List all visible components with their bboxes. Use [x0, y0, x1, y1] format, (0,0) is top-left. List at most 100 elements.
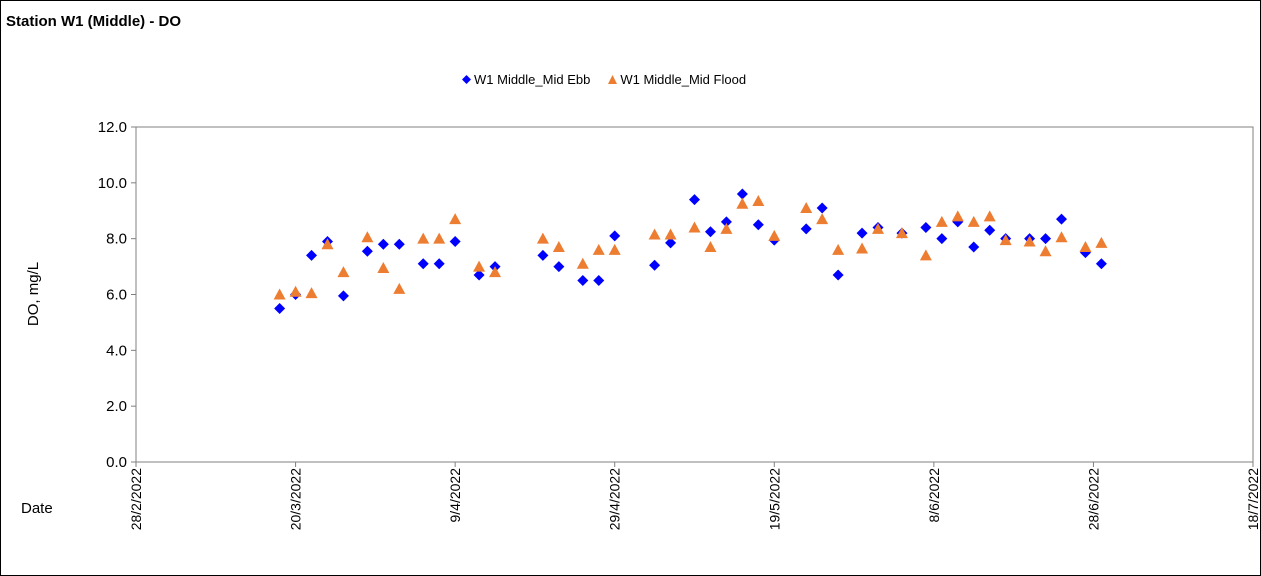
- ebb-point: [720, 216, 732, 228]
- flood-point: [648, 228, 661, 240]
- flood-point: [688, 221, 701, 233]
- flood-point: [816, 213, 829, 225]
- triangle-marker-icon: [608, 75, 618, 84]
- x-tick-label: 8/6/2022: [926, 468, 942, 523]
- ebb-point: [920, 222, 932, 233]
- flood-point: [1055, 231, 1068, 243]
- flood-point: [305, 287, 318, 299]
- data-marks: [273, 188, 1108, 314]
- flood-point: [337, 266, 350, 278]
- flood-point: [895, 227, 908, 239]
- chart-legend: W1 Middle_Mid Ebb W1 Middle_Mid Flood: [462, 72, 746, 87]
- ebb-point: [816, 202, 828, 214]
- y-axis-label: DO, mg/L: [25, 262, 42, 326]
- y-tick-label: 2.0: [106, 398, 127, 415]
- flood-point: [1079, 241, 1092, 253]
- flood-point: [935, 215, 948, 227]
- ebb-point: [473, 269, 485, 281]
- plot-area-border: [135, 126, 1254, 463]
- flood-point: [1039, 245, 1052, 257]
- x-axis-label: Date: [21, 500, 53, 517]
- legend-item-flood: W1 Middle_Mid Flood: [608, 72, 746, 87]
- x-tick-label: 28/6/2022: [1085, 468, 1101, 530]
- ebb-point: [856, 227, 868, 239]
- flood-point: [449, 213, 462, 225]
- flood-point: [752, 194, 765, 206]
- ebb-point: [337, 290, 349, 302]
- ebb-point: [593, 275, 605, 287]
- ebb-point: [1056, 213, 1068, 225]
- flood-point: [273, 288, 286, 300]
- ebb-point: [1040, 233, 1052, 245]
- flood-point: [999, 234, 1012, 246]
- chart-title: Station W1 (Middle) - DO: [6, 13, 181, 30]
- flood-point: [856, 242, 869, 254]
- ebb-point: [704, 226, 716, 238]
- flood-point: [919, 249, 932, 261]
- ebb-point: [361, 245, 373, 257]
- flood-point: [552, 241, 565, 253]
- ebb-point: [306, 249, 318, 261]
- flood-point: [832, 243, 845, 255]
- ebb-point: [433, 258, 445, 270]
- flood-point: [800, 201, 813, 213]
- flood-point: [983, 210, 996, 222]
- ebb-point: [377, 238, 389, 250]
- ebb-point: [936, 233, 948, 245]
- ebb-point: [393, 238, 405, 250]
- flood-point: [592, 243, 605, 255]
- flood-point: [321, 238, 334, 250]
- ebb-point: [577, 275, 589, 287]
- flood-point: [576, 257, 589, 269]
- ebb-point: [968, 241, 980, 253]
- ebb-point: [832, 269, 844, 281]
- flood-point: [377, 261, 390, 273]
- ebb-point: [1095, 258, 1107, 270]
- flood-point: [736, 197, 749, 209]
- ebb-point: [800, 223, 812, 235]
- flood-point: [393, 282, 406, 294]
- axes: 0.0 2.0 4.0 6.0 8.0 10.0 12.0 28/2/2022 20/3/202…: [98, 119, 1261, 530]
- ebb-point: [537, 249, 549, 261]
- ebb-point: [752, 219, 764, 231]
- flood-point: [289, 285, 302, 297]
- flood-point: [951, 210, 964, 222]
- y-tick-label: 12.0: [98, 119, 127, 136]
- x-tick-label: 20/3/2022: [288, 468, 304, 530]
- flood-point: [1095, 236, 1108, 248]
- ebb-point: [689, 194, 700, 206]
- flood-point: [417, 232, 430, 244]
- flood-point: [361, 231, 374, 243]
- ebb-point: [665, 237, 677, 249]
- x-tick-label: 29/4/2022: [607, 468, 623, 530]
- ebb-point: [984, 224, 996, 236]
- x-tick-label: 18/7/2022: [1245, 468, 1261, 530]
- flood-point: [473, 260, 486, 272]
- flood-point: [536, 232, 549, 244]
- flood-point: [664, 228, 677, 240]
- legend-label-ebb: W1 Middle_Mid Ebb: [474, 72, 591, 87]
- ebb-point: [649, 259, 661, 271]
- y-tick-label: 6.0: [106, 287, 127, 304]
- flood-point: [967, 215, 980, 227]
- legend-item-ebb: W1 Middle_Mid Ebb: [462, 72, 590, 87]
- y-tick-label: 4.0: [106, 342, 127, 359]
- x-tick-label: 9/4/2022: [447, 468, 463, 523]
- flood-point: [872, 222, 885, 234]
- ebb-point: [449, 235, 461, 247]
- flood-point: [433, 232, 446, 244]
- ebb-point: [553, 261, 565, 273]
- legend-label-flood: W1 Middle_Mid Flood: [620, 72, 747, 87]
- x-tick-label: 28/2/2022: [128, 468, 144, 530]
- flood-point: [608, 243, 621, 255]
- ebb-point: [609, 230, 621, 242]
- diamond-marker-icon: [462, 75, 471, 84]
- flood-point: [489, 266, 502, 278]
- flood-point: [768, 229, 781, 241]
- x-tick-label: 19/5/2022: [766, 468, 782, 530]
- flood-point: [1023, 235, 1036, 247]
- y-tick-label: 8.0: [106, 231, 127, 248]
- ebb-point: [417, 258, 429, 270]
- ebb-point: [736, 188, 748, 200]
